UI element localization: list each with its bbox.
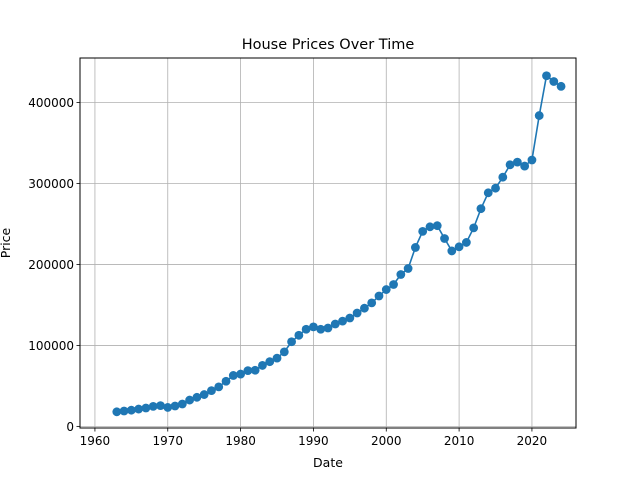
data-point	[148, 401, 158, 411]
data-point	[119, 406, 129, 416]
data-point	[403, 264, 413, 273]
data-point	[432, 221, 442, 231]
data-point	[323, 323, 333, 333]
y-tick-label: 300000	[28, 177, 74, 191]
data-point	[236, 369, 245, 379]
x-tick-label: 1980	[225, 434, 256, 448]
data-point	[338, 316, 347, 326]
data-point	[126, 405, 136, 415]
data-point	[134, 404, 144, 414]
y-tick-label: 200000	[28, 258, 74, 272]
data-point	[156, 401, 165, 411]
y-axis-ticks: 0 100000 200000 300000 400000	[28, 96, 80, 434]
data-point	[367, 298, 377, 308]
data-point	[447, 246, 457, 256]
data-series	[112, 71, 566, 417]
data-point	[214, 382, 224, 392]
data-point	[272, 353, 282, 363]
data-point	[250, 365, 260, 375]
data-point	[512, 157, 522, 167]
x-axis-ticks: 1960 1970 1980 1990 2000 2010 2020	[80, 428, 548, 448]
data-point	[316, 324, 326, 334]
y-axis-label: Price	[0, 227, 13, 258]
data-point	[425, 222, 435, 232]
data-point	[527, 155, 537, 165]
data-point	[185, 395, 195, 405]
data-point	[309, 322, 318, 332]
data-point	[461, 238, 471, 247]
data-point	[418, 226, 428, 236]
data-point	[221, 376, 231, 386]
data-point	[330, 319, 340, 329]
x-tick-label: 1960	[80, 434, 111, 448]
data-point	[396, 270, 406, 279]
data-point	[360, 303, 369, 313]
data-point	[279, 347, 289, 357]
data-point	[556, 81, 566, 91]
y-tick-label: 0	[66, 420, 74, 434]
data-point	[258, 361, 267, 370]
data-point	[411, 243, 420, 252]
data-point	[520, 161, 530, 171]
data-point	[287, 337, 296, 347]
data-point	[542, 71, 551, 81]
data-point	[112, 407, 122, 417]
data-point	[228, 371, 238, 380]
data-point	[454, 242, 464, 252]
data-point	[199, 390, 209, 399]
data-point	[469, 223, 479, 233]
data-point	[381, 285, 391, 294]
data-point	[534, 111, 544, 120]
data-point	[498, 172, 508, 182]
data-point	[389, 280, 398, 289]
chart-title: House Prices Over Time	[242, 37, 415, 53]
data-point	[163, 403, 173, 412]
data-point	[505, 160, 515, 170]
x-tick-label: 2010	[444, 434, 475, 448]
data-point	[301, 324, 311, 334]
x-tick-label: 2000	[371, 434, 402, 448]
x-axis-label: Date	[313, 455, 343, 470]
data-point	[345, 313, 355, 323]
data-point	[374, 291, 384, 301]
data-point	[141, 403, 151, 413]
data-point	[549, 77, 559, 86]
data-point	[476, 204, 486, 214]
data-point	[192, 392, 202, 402]
data-point	[170, 401, 180, 411]
y-tick-label: 400000	[28, 96, 74, 110]
data-point	[243, 366, 253, 375]
x-tick-label: 2020	[517, 434, 548, 448]
data-point	[491, 183, 500, 193]
data-point	[294, 330, 304, 340]
data-point	[177, 399, 187, 409]
data-point	[440, 234, 449, 243]
data-point	[265, 357, 275, 367]
plot-frame	[79, 57, 577, 429]
x-tick-label: 1970	[152, 434, 183, 448]
x-tick-label: 1990	[298, 434, 329, 448]
data-point	[207, 386, 216, 395]
y-tick-label: 100000	[28, 339, 74, 353]
data-point	[483, 188, 493, 198]
data-point	[352, 308, 362, 318]
